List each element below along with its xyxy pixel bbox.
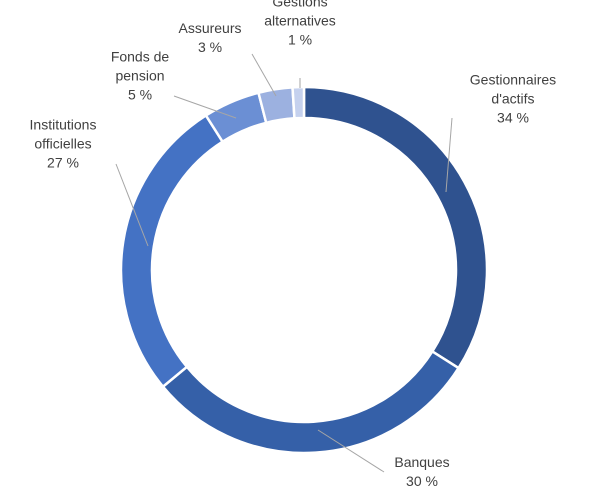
label-assureurs: Assureurs 3 %	[178, 20, 241, 55]
label-name-line: Assureurs	[178, 20, 241, 36]
leader-line-institutions-officielles	[115, 163, 149, 247]
label-gestionnaires-d-actifs: Gestionnaires d'actifs 34 %	[470, 72, 556, 126]
slice-institutions-officielles	[119, 113, 225, 389]
label-value: 5 %	[128, 87, 152, 103]
label-name-line: officielles	[34, 136, 91, 152]
label-name-line: pension	[115, 68, 164, 84]
donut-slices	[119, 85, 489, 455]
label-value: 3 %	[198, 39, 222, 55]
label-gestions-alternatives: Gestions alternatives 1 %	[264, 0, 336, 48]
label-name-line: alternatives	[264, 13, 336, 29]
label-institutions-officielles: Institutions officielles 27 %	[30, 117, 97, 171]
label-name-line: Banques	[394, 454, 449, 470]
label-name-line: d'actifs	[491, 91, 534, 107]
leader-lines	[115, 53, 453, 473]
slice-gestionnaires-d-actifs	[302, 85, 489, 370]
label-fonds-de-pension: Fonds de pension 5 %	[111, 49, 170, 103]
label-name-line: Gestions	[272, 0, 327, 10]
slice-labels: Gestionnaires d'actifs 34 % Banques 30 % Inst…	[30, 0, 557, 489]
leader-line-gestionnaires-d-actifs	[445, 117, 453, 193]
label-value: 34 %	[497, 110, 529, 126]
label-value: 27 %	[47, 155, 79, 171]
slice-assureurs	[256, 86, 296, 125]
label-value: 30 %	[406, 473, 438, 489]
label-name-line: Gestionnaires	[470, 72, 556, 88]
leader-line-fonds-de-pension	[173, 95, 237, 119]
slice-gestions-alternatives	[291, 85, 306, 120]
label-value: 1 %	[288, 32, 312, 48]
leader-line-banques	[317, 429, 385, 473]
slice-banques	[161, 349, 461, 455]
label-name-line: Fonds de	[111, 49, 170, 65]
leader-line-assureurs	[251, 53, 277, 97]
label-name-line: Institutions	[30, 117, 97, 133]
label-banques: Banques 30 %	[394, 454, 449, 489]
